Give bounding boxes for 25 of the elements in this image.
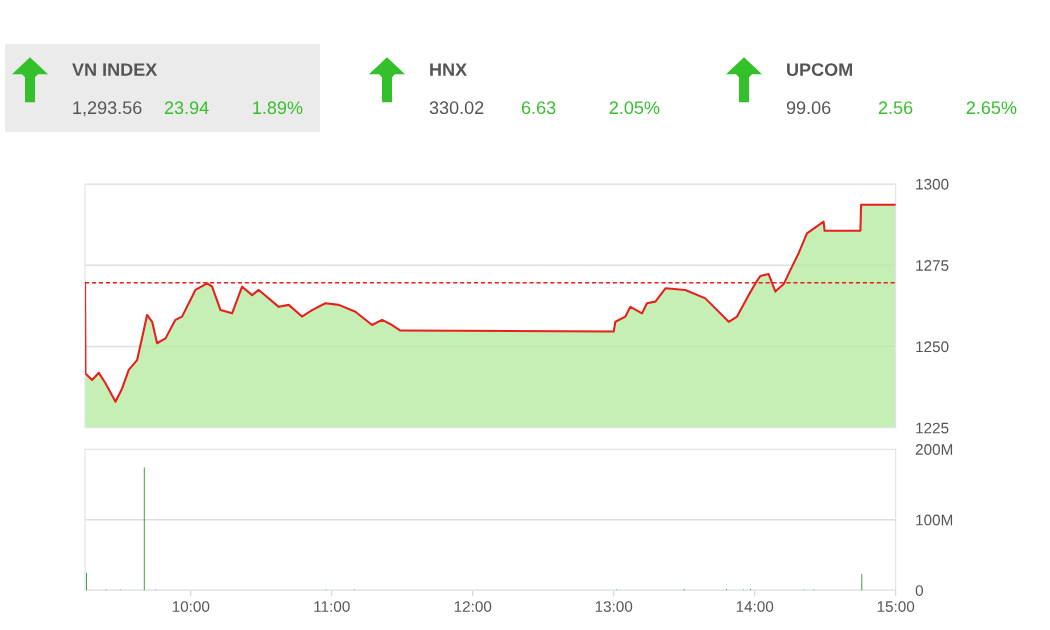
text: UPCOM	[787, 63, 852, 77]
x-tick-label: 12:00	[454, 601, 492, 612]
text: HNX	[430, 63, 467, 76]
text: 2.65%	[966, 101, 1017, 115]
text: 1,293.56	[73, 101, 142, 117]
text: 99.06	[786, 101, 831, 115]
y-tick-label: 1275	[916, 260, 949, 271]
y-tick-label: 1250	[916, 341, 949, 353]
y-tick-label: 200M	[915, 444, 953, 455]
text: VN INDEX	[72, 63, 158, 76]
x-tick-label: 11:00	[314, 601, 350, 612]
text: 6.63	[521, 101, 556, 115]
x-tick-label: 15:00	[877, 601, 915, 612]
text: 1.89%	[253, 101, 303, 115]
y-tick-label: 1225	[916, 422, 949, 434]
y-tick-label: 0	[915, 585, 923, 596]
x-tick-label: 14:00	[736, 601, 774, 612]
text: 2.56	[878, 101, 913, 115]
x-tick-label: 13:00	[595, 601, 633, 612]
y-tick-label: 1300	[916, 178, 949, 190]
text: 23.94	[164, 101, 209, 115]
text: 2.05%	[609, 101, 660, 115]
x-tick-label: 10:00	[172, 601, 210, 612]
text: 330.02	[429, 101, 484, 115]
y-tick-label: 100M	[916, 514, 953, 526]
